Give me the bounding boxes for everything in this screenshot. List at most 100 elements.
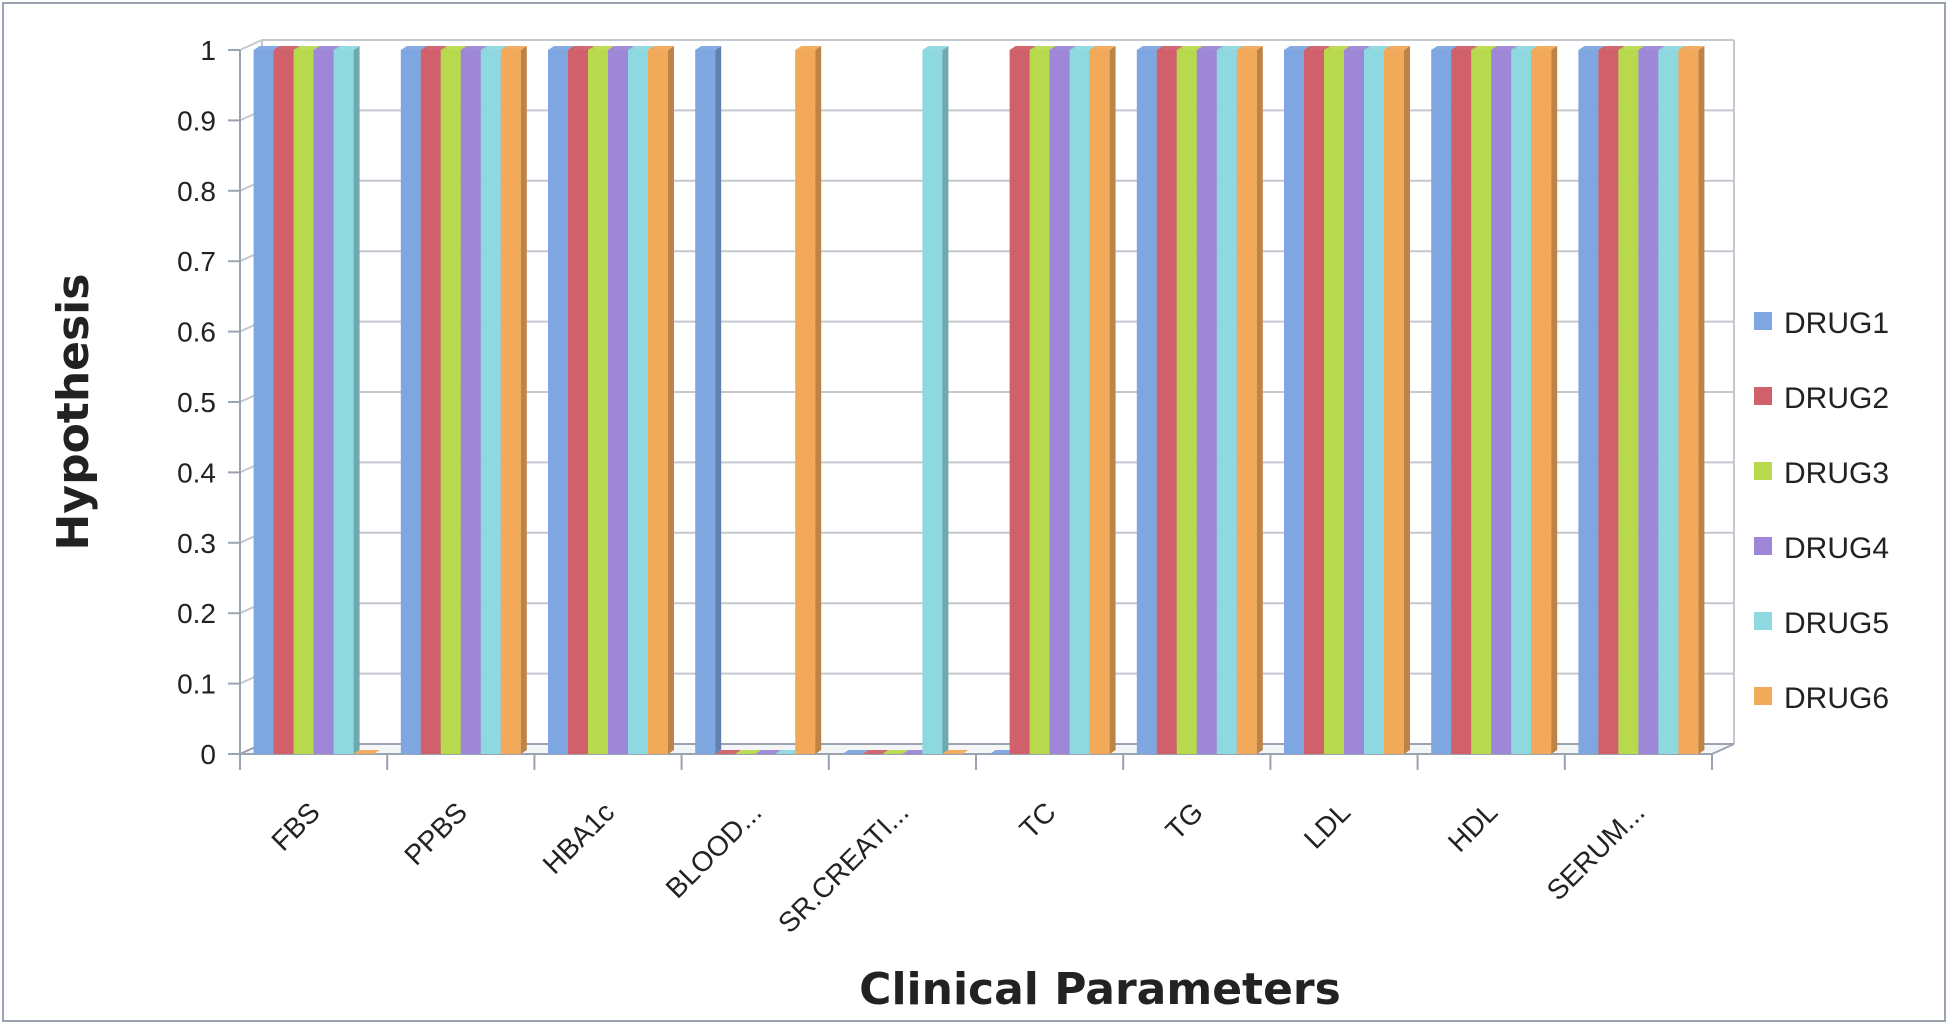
- x-category-label: SR.CREATI...: [772, 796, 915, 939]
- legend-item-drug5: DRUG5: [1754, 607, 1889, 640]
- bar-front: [548, 50, 568, 754]
- bar-drug2-5: [862, 750, 889, 755]
- bar-top: [1284, 46, 1310, 50]
- bar-top: [882, 750, 909, 754]
- bar-top: [480, 46, 507, 50]
- bar-front: [568, 50, 588, 754]
- y-tick-label: 0.2: [177, 598, 216, 629]
- bar-top: [608, 46, 634, 50]
- bar-top: [1324, 46, 1350, 50]
- bars: [253, 46, 1705, 755]
- bar-front: [293, 50, 314, 754]
- x-category-label: HDL: [1442, 796, 1504, 858]
- bar-drug6-1: [353, 750, 380, 755]
- y-tick-label: 0.8: [177, 176, 216, 207]
- bar-top: [1304, 46, 1330, 50]
- bar-front: [795, 50, 816, 754]
- bar-front: [608, 50, 628, 754]
- bar-top: [273, 46, 300, 50]
- bar-top: [1364, 46, 1390, 50]
- bar-top: [902, 750, 929, 754]
- bar-top: [795, 46, 822, 50]
- bar-top: [735, 750, 762, 754]
- bar-front: [500, 50, 521, 754]
- bar-top: [313, 46, 340, 50]
- legend-item-drug2: DRUG2: [1754, 382, 1889, 415]
- bar-top: [755, 750, 782, 754]
- bar-front: [628, 50, 648, 754]
- x-category-labels: FBS PPBS HBA1c BLOOD... SR.CREATI... TC TG LDL H…: [265, 796, 1650, 939]
- bar-top: [695, 46, 722, 50]
- x-category-label: BLOOD...: [660, 796, 768, 904]
- bar-front: [1069, 50, 1090, 754]
- bar-top: [1216, 46, 1243, 50]
- bar-side: [353, 46, 360, 754]
- bar-front: [420, 50, 441, 754]
- legend-swatch: [1754, 537, 1772, 555]
- x-category-label: TC: [1014, 796, 1062, 844]
- bar-front: [333, 50, 354, 754]
- legend-label: DRUG5: [1784, 607, 1889, 640]
- bar-front: [1009, 50, 1030, 754]
- bar-front: [648, 50, 668, 754]
- bar-top: [400, 46, 427, 50]
- bar-drug6-7: [1236, 46, 1263, 754]
- x-category-label: SERUM...: [1541, 796, 1651, 906]
- legend: DRUG1 DRUG2 DRUG3 DRUG4 DRUG5 DRUG6: [1754, 307, 1889, 715]
- bar-top: [1136, 46, 1163, 50]
- bar-front: [1324, 50, 1344, 754]
- bar-front: [1491, 50, 1512, 754]
- bar-drug6-10: [1678, 46, 1705, 754]
- bar-front: [1471, 50, 1492, 754]
- bar-front: [1029, 50, 1050, 754]
- bar-drug3-5: [882, 750, 909, 755]
- legend-swatch: [1754, 462, 1772, 480]
- bar-drug6-5: [942, 750, 969, 755]
- bar-side: [815, 46, 822, 754]
- bar-front: [1638, 50, 1659, 754]
- legend-label: DRUG6: [1784, 682, 1889, 715]
- bar-top: [1176, 46, 1203, 50]
- bar-front: [253, 50, 274, 754]
- bar-top: [942, 750, 969, 754]
- bar-front: [1531, 50, 1552, 754]
- bar-front: [1364, 50, 1384, 754]
- bar-top: [1049, 46, 1076, 50]
- bar-front: [480, 50, 501, 754]
- bar-side: [1698, 46, 1705, 754]
- bar-top: [922, 46, 949, 50]
- bar-front: [1384, 50, 1404, 754]
- x-category-label: PPBS: [398, 796, 473, 871]
- legend-swatch: [1754, 387, 1772, 405]
- bar-top: [1069, 46, 1096, 50]
- bar-front: [273, 50, 294, 754]
- y-tick-label: 0.3: [177, 528, 216, 559]
- bar-front: [313, 50, 334, 754]
- legend-swatch: [1754, 612, 1772, 630]
- bar-drug4-5: [902, 750, 929, 755]
- bar-drug1-5: [842, 750, 869, 755]
- legend-label: DRUG3: [1784, 457, 1889, 490]
- bar-top: [862, 750, 889, 754]
- y-tick-label: 0.9: [177, 105, 216, 136]
- bar-front: [1284, 50, 1304, 754]
- bar-side: [1109, 46, 1116, 754]
- bar-top: [460, 46, 487, 50]
- bar-top: [1531, 46, 1558, 50]
- x-category-label: HBA1c: [537, 796, 621, 880]
- bar-top: [1491, 46, 1518, 50]
- bar-drug5-4: [775, 750, 802, 755]
- bar-top: [1511, 46, 1538, 50]
- bar-front: [1136, 50, 1157, 754]
- bar-drug6-4: [795, 46, 822, 754]
- bar-drug1-4: [695, 46, 722, 754]
- bar-top: [1678, 46, 1705, 50]
- bar-top: [1658, 46, 1685, 50]
- bar-top: [1578, 46, 1605, 50]
- bar-top: [775, 750, 802, 754]
- x-category-label: FBS: [265, 796, 325, 856]
- bar-front: [1578, 50, 1599, 754]
- bar-drug6-2: [500, 46, 527, 754]
- bar-drug6-8: [1384, 46, 1410, 754]
